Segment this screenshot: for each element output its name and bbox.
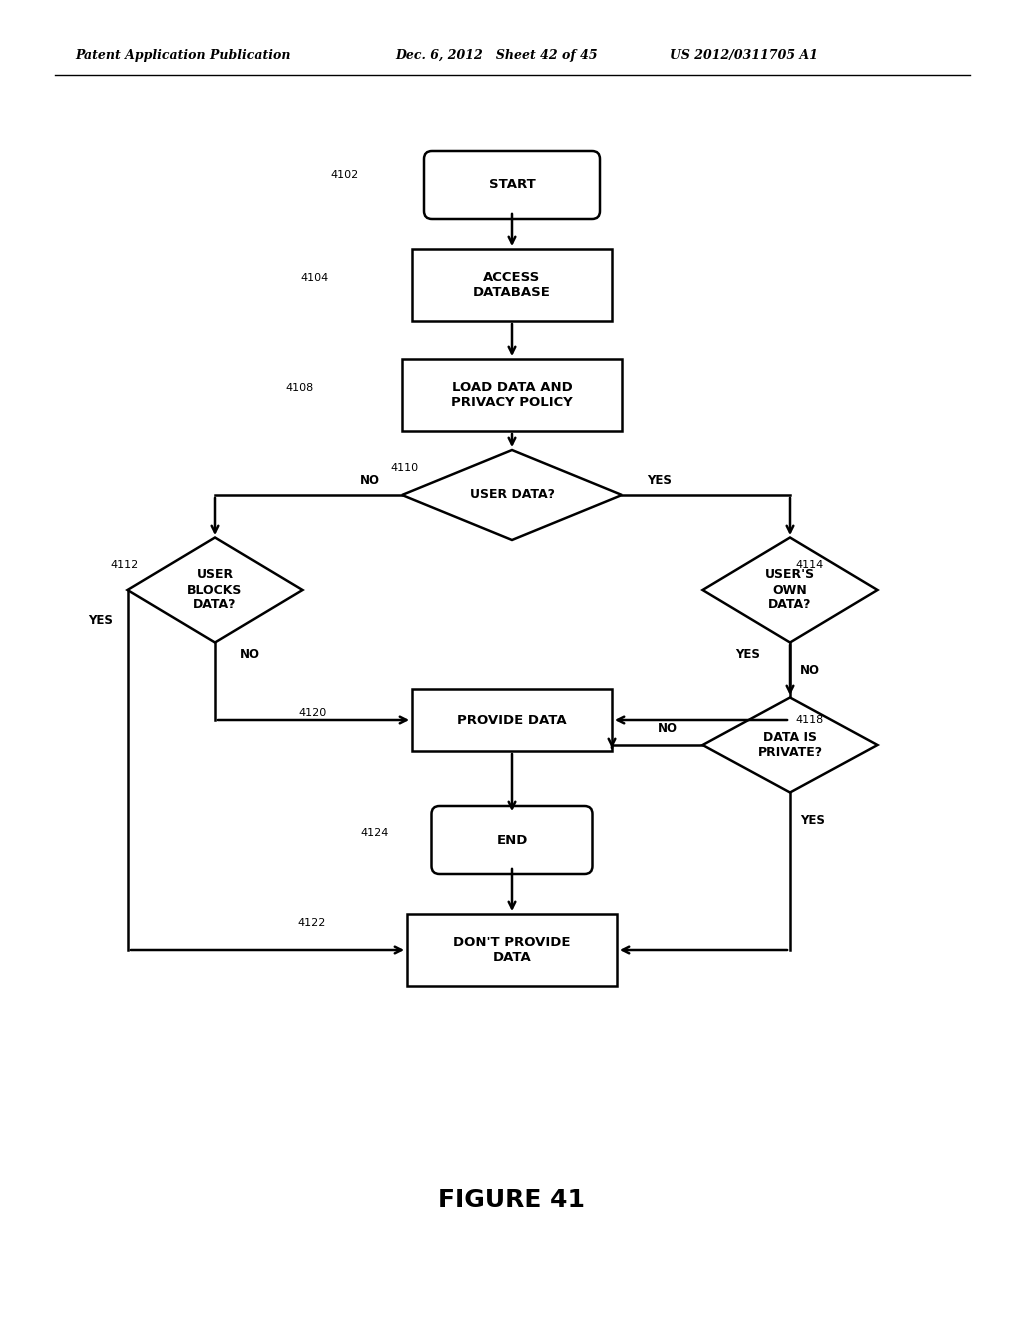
Text: LOAD DATA AND
PRIVACY POLICY: LOAD DATA AND PRIVACY POLICY: [452, 381, 572, 409]
Text: 4108: 4108: [285, 383, 313, 393]
Text: 4102: 4102: [330, 170, 358, 180]
Text: USER'S
OWN
DATA?: USER'S OWN DATA?: [765, 569, 815, 611]
Text: 4118: 4118: [795, 715, 823, 725]
Text: YES: YES: [88, 614, 113, 627]
Text: FIGURE 41: FIGURE 41: [438, 1188, 586, 1212]
Text: Patent Application Publication: Patent Application Publication: [75, 49, 291, 62]
Text: US 2012/0311705 A1: US 2012/0311705 A1: [670, 49, 818, 62]
Text: YES: YES: [647, 474, 673, 487]
Text: 4104: 4104: [300, 273, 329, 282]
Text: 4120: 4120: [298, 708, 327, 718]
Bar: [412, 689, 612, 751]
Text: END: END: [497, 833, 527, 846]
Bar: [402, 359, 622, 432]
FancyBboxPatch shape: [431, 807, 593, 874]
Text: YES: YES: [800, 813, 825, 826]
Text: YES: YES: [735, 648, 760, 661]
Text: START: START: [488, 178, 536, 191]
Text: 4114: 4114: [795, 560, 823, 570]
Polygon shape: [702, 537, 878, 643]
Text: 4110: 4110: [390, 463, 418, 473]
Text: NO: NO: [800, 664, 820, 676]
Polygon shape: [702, 697, 878, 792]
Text: Dec. 6, 2012   Sheet 42 of 45: Dec. 6, 2012 Sheet 42 of 45: [395, 49, 598, 62]
Text: NO: NO: [658, 722, 678, 735]
Bar: [407, 913, 617, 986]
Polygon shape: [128, 537, 302, 643]
Text: 4112: 4112: [110, 560, 138, 570]
Text: USER
BLOCKS
DATA?: USER BLOCKS DATA?: [187, 569, 243, 611]
Polygon shape: [402, 450, 622, 540]
Text: ACCESS
DATABASE: ACCESS DATABASE: [473, 271, 551, 300]
Text: DATA IS
PRIVATE?: DATA IS PRIVATE?: [758, 731, 822, 759]
Text: 4122: 4122: [297, 917, 326, 928]
Text: NO: NO: [240, 648, 260, 661]
Text: NO: NO: [360, 474, 380, 487]
Bar: [412, 249, 612, 321]
Text: 4124: 4124: [360, 828, 388, 838]
Text: USER DATA?: USER DATA?: [469, 488, 555, 502]
Text: DON'T PROVIDE
DATA: DON'T PROVIDE DATA: [454, 936, 570, 964]
FancyBboxPatch shape: [424, 150, 600, 219]
Text: PROVIDE DATA: PROVIDE DATA: [457, 714, 567, 726]
